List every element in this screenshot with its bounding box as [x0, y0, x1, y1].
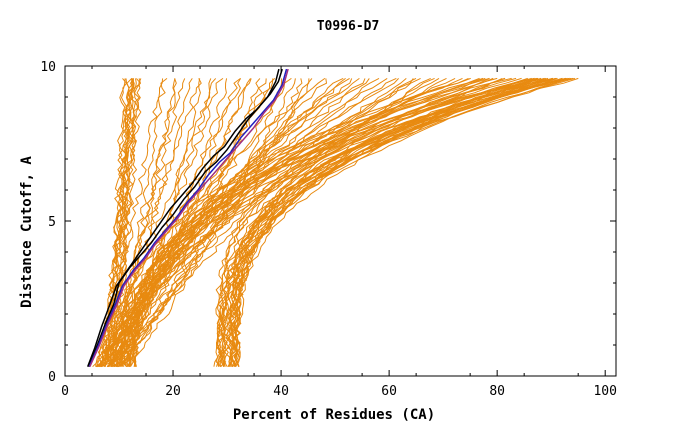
series-line-steep-near-center — [98, 78, 142, 367]
series-line-fast-right-bundle — [227, 77, 570, 367]
series-line-mid-diagonal — [115, 78, 251, 367]
series-line-steep-near-center — [100, 78, 128, 367]
series-line-mid-diagonal — [104, 78, 164, 367]
series-line-mid-diagonal — [115, 78, 296, 368]
plot-area — [65, 66, 616, 376]
series-line-broad-mid — [109, 77, 360, 367]
y-axis-label: Distance Cutoff, A — [19, 156, 35, 308]
series-line-slow-rising — [120, 77, 494, 367]
series-line-slow-rising — [127, 77, 512, 367]
series-line-fast-right-bundle — [216, 77, 574, 367]
series-line-steep-near-center — [108, 78, 135, 367]
series-line-slow-rising — [132, 77, 517, 367]
series-line-mid-diagonal — [100, 78, 176, 367]
x-axis: 0 20 40 60 80 100 — [61, 66, 617, 399]
series-line-mid-diagonal — [101, 78, 212, 367]
series-line-slow-rising — [119, 77, 490, 368]
x-axis-label: Percent of Residues (CA) — [233, 407, 435, 423]
y-tick-label: 10 — [40, 60, 56, 75]
series-line-model-purple — [89, 68, 289, 368]
x-tick-label: 20 — [165, 384, 181, 399]
series-line-steep-near-center — [108, 78, 142, 368]
series-line-fast-right-bundle — [222, 77, 567, 367]
y-axis: 0 5 10 — [40, 60, 616, 385]
series-line-broad-mid — [109, 78, 370, 368]
x-tick-label: 80 — [489, 384, 505, 399]
chart-title: T0996-D7 — [317, 19, 380, 34]
x-tick-label: 100 — [593, 384, 616, 399]
x-tick-label: 60 — [381, 384, 397, 399]
background-series-group — [92, 77, 579, 368]
series-line-model-blue — [88, 68, 288, 367]
series-line-fast-right-bundle — [228, 77, 547, 368]
series-line-broad-mid — [126, 77, 380, 367]
x-tick-label: 0 — [61, 384, 69, 399]
y-tick-label: 0 — [48, 370, 56, 385]
series-line-fast-right-bundle — [234, 77, 572, 367]
series-line-fast-right-bundle — [217, 77, 563, 367]
y-tick-label: 5 — [48, 215, 56, 230]
series-line-mid-diagonal — [99, 78, 186, 367]
series-line-fast-right-bundle — [221, 77, 579, 367]
series-line-fast-right-bundle — [215, 77, 542, 368]
series-line-mid-diagonal — [100, 78, 313, 368]
series-line-slow-rising — [123, 77, 486, 367]
series-line-broad-mid — [122, 77, 346, 367]
series-line-model-black-2 — [86, 68, 280, 367]
series-line-fast-right-bundle — [219, 77, 536, 368]
highlight-series-group — [86, 68, 289, 368]
series-line-slow-rising — [133, 77, 506, 367]
series-line-fast-right-bundle — [227, 77, 576, 367]
x-tick-label: 40 — [273, 384, 289, 399]
series-line-fast-right-bundle — [217, 77, 566, 367]
